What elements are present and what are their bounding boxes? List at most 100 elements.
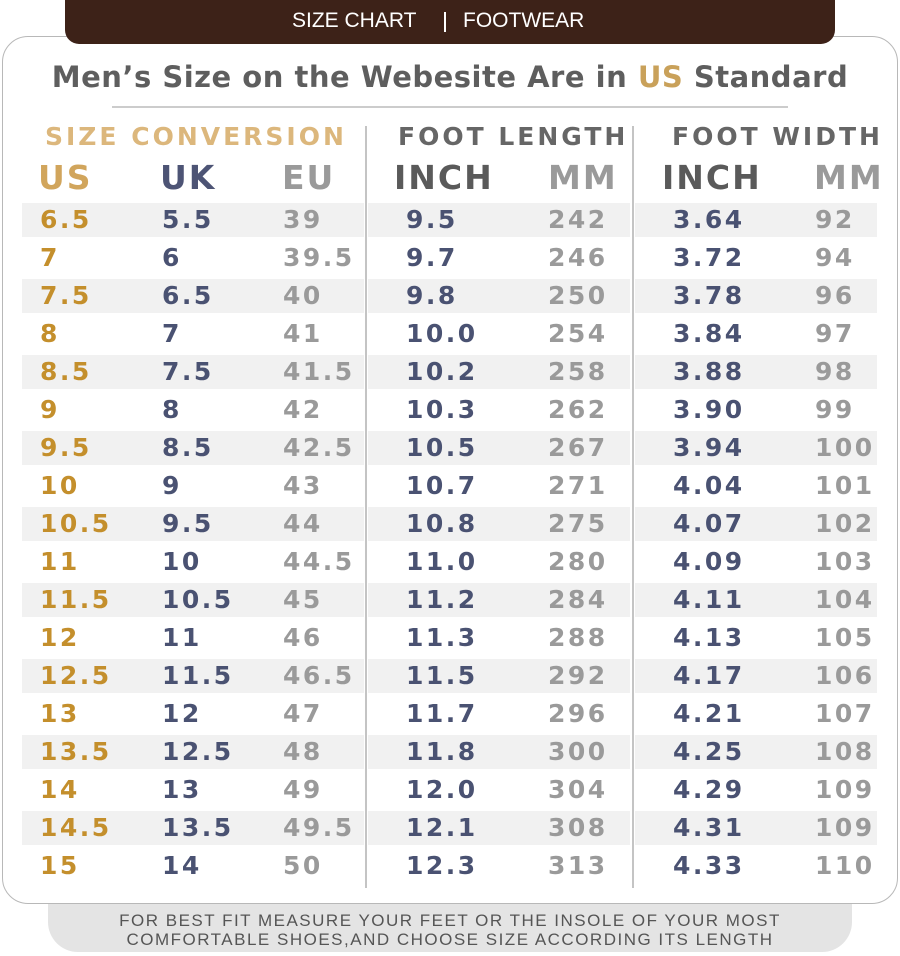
table-cell: 11.2 bbox=[406, 585, 478, 614]
table-cell: 13.5 bbox=[162, 813, 234, 842]
table-cell: 14 bbox=[40, 775, 80, 804]
table-cell: 46 bbox=[283, 623, 323, 652]
column-divider bbox=[632, 126, 634, 888]
table-cell: 40 bbox=[283, 281, 323, 310]
table-cell: 267 bbox=[548, 433, 608, 462]
table-cell: 92 bbox=[815, 205, 855, 234]
table-cell: 109 bbox=[815, 775, 875, 804]
table-cell: 50 bbox=[283, 851, 323, 880]
table-cell: 10 bbox=[162, 547, 202, 576]
row-band bbox=[368, 203, 630, 237]
table-cell: 11.5 bbox=[406, 661, 478, 690]
table-cell: 3.72 bbox=[673, 243, 745, 272]
column-header: MM bbox=[548, 158, 618, 197]
table-cell: 4.33 bbox=[673, 851, 745, 880]
table-cell: 101 bbox=[815, 471, 875, 500]
table-cell: 41.5 bbox=[283, 357, 355, 386]
column-header: INCH bbox=[394, 158, 494, 197]
footer-band bbox=[48, 904, 852, 952]
table-cell: 275 bbox=[548, 509, 608, 538]
table-cell: 14 bbox=[162, 851, 202, 880]
table-cell: 107 bbox=[815, 699, 875, 728]
table-cell: 14.5 bbox=[40, 813, 112, 842]
row-band bbox=[635, 203, 877, 237]
table-cell: 9 bbox=[40, 395, 60, 424]
footer-text: FOR BEST FIT MEASURE YOUR FEET OR THE IN… bbox=[119, 911, 781, 930]
table-cell: 97 bbox=[815, 319, 855, 348]
table-cell: 6 bbox=[162, 243, 182, 272]
table-cell: 3.94 bbox=[673, 433, 745, 462]
table-cell: 10.8 bbox=[406, 509, 478, 538]
table-cell: 11.7 bbox=[406, 699, 478, 728]
table-cell: 8.5 bbox=[40, 357, 92, 386]
table-cell: 49 bbox=[283, 775, 323, 804]
row-band bbox=[368, 583, 630, 617]
table-cell: 15 bbox=[40, 851, 80, 880]
tab-text: SIZE CHART bbox=[292, 9, 417, 32]
table-cell: 3.64 bbox=[673, 205, 745, 234]
row-band bbox=[635, 507, 877, 541]
table-cell: 104 bbox=[815, 585, 875, 614]
table-cell: 258 bbox=[548, 357, 608, 386]
table-cell: 99 bbox=[815, 395, 855, 424]
table-cell: 3.78 bbox=[673, 281, 745, 310]
table-cell: 9 bbox=[162, 471, 182, 500]
row-band bbox=[635, 735, 877, 769]
row-band bbox=[22, 431, 364, 465]
table-cell: 9.8 bbox=[406, 281, 458, 310]
table-cell: 102 bbox=[815, 509, 875, 538]
table-cell: 4.29 bbox=[673, 775, 745, 804]
table-cell: 42 bbox=[283, 395, 323, 424]
row-band bbox=[635, 583, 877, 617]
table-cell: 8 bbox=[162, 395, 182, 424]
table-cell: 7 bbox=[162, 319, 182, 348]
table-cell: 8.5 bbox=[162, 433, 214, 462]
row-band bbox=[368, 507, 630, 541]
table-cell: 44.5 bbox=[283, 547, 355, 576]
table-cell: 3.88 bbox=[673, 357, 745, 386]
table-cell: 292 bbox=[548, 661, 608, 690]
table-cell: 10.5 bbox=[162, 585, 234, 614]
table-cell: 48 bbox=[283, 737, 323, 766]
table-cell: 39 bbox=[283, 205, 323, 234]
row-band bbox=[635, 355, 877, 389]
table-cell: 4.11 bbox=[673, 585, 745, 614]
title-rule bbox=[112, 106, 788, 108]
table-cell: 4.25 bbox=[673, 737, 745, 766]
table-cell: 103 bbox=[815, 547, 875, 576]
table-cell: 10.5 bbox=[40, 509, 112, 538]
title-highlight: US bbox=[637, 60, 684, 94]
row-band bbox=[22, 203, 364, 237]
table-cell: 280 bbox=[548, 547, 608, 576]
row-band bbox=[368, 659, 630, 693]
table-cell: 11.3 bbox=[406, 623, 478, 652]
tab bbox=[65, 0, 835, 44]
table-cell: 10.7 bbox=[406, 471, 478, 500]
table-cell: 10.3 bbox=[406, 395, 478, 424]
table-cell: 7 bbox=[40, 243, 60, 272]
row-band bbox=[22, 507, 364, 541]
table-cell: 11.0 bbox=[406, 547, 478, 576]
column-header: US bbox=[38, 158, 93, 197]
table-cell: 250 bbox=[548, 281, 608, 310]
table-cell: 304 bbox=[548, 775, 608, 804]
table-cell: 98 bbox=[815, 357, 855, 386]
table-cell: 13.5 bbox=[40, 737, 112, 766]
table-cell: 10.5 bbox=[406, 433, 478, 462]
table-cell: 9.5 bbox=[406, 205, 458, 234]
table-cell: 94 bbox=[815, 243, 855, 272]
table-cell: 106 bbox=[815, 661, 875, 690]
table-cell: 13 bbox=[162, 775, 202, 804]
row-band bbox=[368, 279, 630, 313]
group-header: SIZE CONVERSION bbox=[45, 122, 347, 151]
table-cell: 12.5 bbox=[162, 737, 234, 766]
table-cell: 11.5 bbox=[40, 585, 112, 614]
row-band bbox=[22, 735, 364, 769]
row-band bbox=[368, 811, 630, 845]
table-cell: 12 bbox=[162, 699, 202, 728]
row-band bbox=[368, 431, 630, 465]
table-cell: 3.90 bbox=[673, 395, 745, 424]
column-header: UK bbox=[160, 158, 217, 197]
table-cell: 44 bbox=[283, 509, 323, 538]
